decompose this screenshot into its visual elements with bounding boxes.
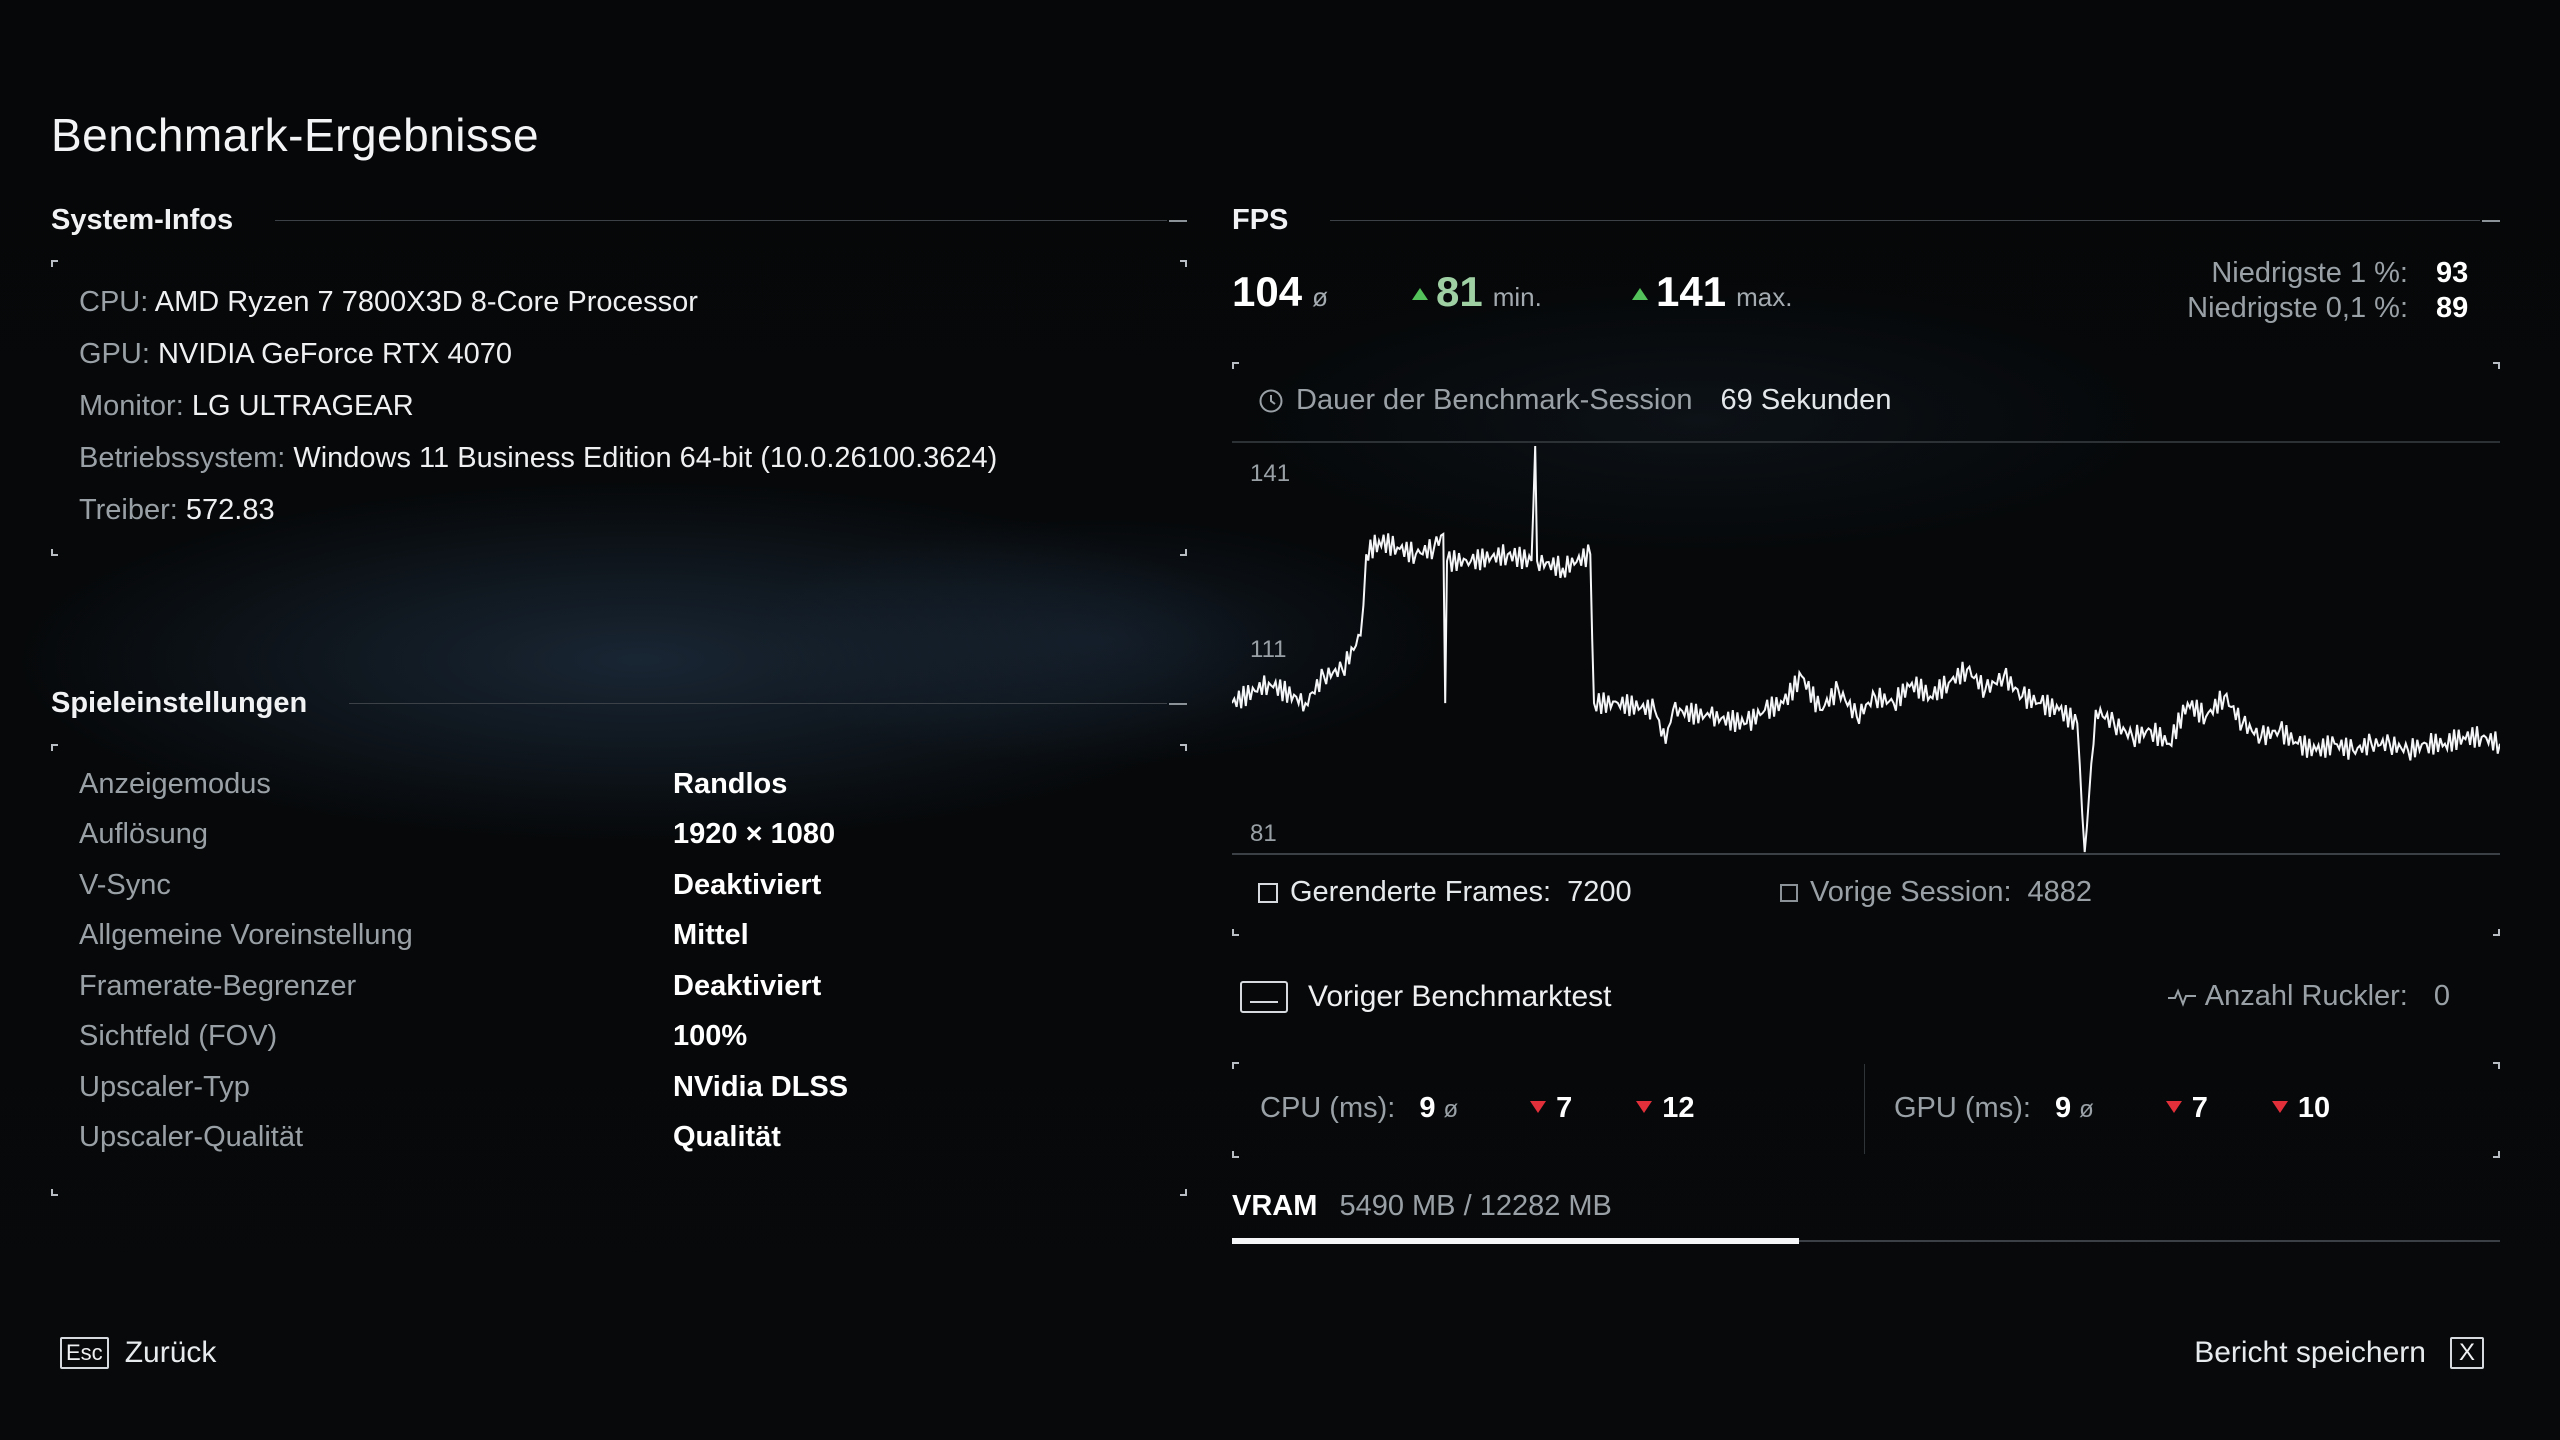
checkbox-icon [1258,882,1278,903]
frame-time-panel [1232,1062,2500,1158]
setting-row: Framerate-Begrenzer Deaktiviert [79,970,822,1002]
setting-row: Sichtfeld (FOV) 100% [79,1020,748,1052]
rendered-frames-toggle[interactable]: Gerenderte Frames: 7200 [1258,876,1632,909]
stutter-value: 0 [2433,980,2450,1012]
down-arrow-icon [1636,1101,1653,1113]
vram-bar-fill [1232,1238,1799,1244]
y-tick-label: 81 [1250,820,1277,847]
save-report-label: Bericht speichern [2194,1336,2426,1369]
average-symbol: ø [2079,1096,2094,1123]
fps-max-value: 141 [1656,268,1727,315]
clock-icon [1259,389,1283,412]
cpu-ms-avg: 9 [1419,1092,1436,1124]
fps-min: 81 min. [1412,268,1542,316]
previous-benchmark-button[interactable]: Voriger Benchmarktest [1240,980,1611,1014]
previous-session-toggle[interactable]: Vorige Session: 4882 [1780,876,2092,909]
fps-max: 141 max. [1632,268,1792,316]
esc-key-icon: Esc [60,1337,109,1369]
average-symbol: ø [1312,282,1328,312]
setting-row: Upscaler-Typ NVidia DLSS [79,1071,849,1103]
pulse-icon [2167,987,2196,1007]
collapse-dash-icon [1169,702,1187,705]
system-info-title: System-Infos [51,204,234,236]
y-tick-label: 141 [1250,460,1290,487]
session-duration-label: Dauer der Benchmark-Session [1296,384,1693,416]
average-symbol: ø [1443,1096,1459,1123]
system-info-panel [51,260,1187,556]
vram-label: VRAM [1232,1190,1318,1222]
fps-chart-panel [1232,362,2500,936]
low01-value: 89 [2436,292,2469,324]
fps-average: 104 ø [1232,268,1328,316]
fps-heading: FPS [1232,204,2500,237]
down-arrow-icon [2271,1101,2288,1113]
save-report-button[interactable]: Bericht speichern X [2194,1336,2484,1370]
checkbox-icon [1780,883,1798,902]
cpu-ms-label: CPU (ms): [1260,1092,1396,1124]
session-duration-value: 69 Sekunden [1720,384,1892,416]
system-info-heading: System-Infos [51,204,1187,237]
session-duration: Dauer der Benchmark-Session 69 Sekunden [1258,384,1891,417]
low1-value: 93 [2436,257,2469,289]
fps-min-unit: min. [1492,282,1542,312]
cpu-frame-time: CPU (ms): 9 ø 7 12 [1260,1092,1695,1125]
gpu-ms-max: 10 [2297,1092,2331,1124]
gpu-ms-min: 7 [2191,1092,2208,1124]
setting-row: V-Sync Deaktiviert [79,869,822,901]
up-arrow-icon [1412,288,1428,300]
page-title: Benchmark-Ergebnisse [51,109,540,161]
gpu-ms-label: GPU (ms): [1894,1092,2031,1124]
fps-min-value: 81 [1436,268,1483,315]
driver-info: Treiber: 572.83 [79,494,275,526]
game-settings-title: Spieleinstellungen [51,687,308,719]
stutter-count: Anzahl Ruckler: 0 [2167,980,2450,1013]
setting-row: Anzeigemodus Randlos [79,768,788,800]
x-key-icon: X [2449,1337,2484,1369]
rendered-frames-label: Gerenderte Frames: [1290,876,1552,908]
low-percentiles: Niedrigste 1 %: 93 Niedrigste 0,1 %: 89 [2187,256,2472,326]
collapse-dash-icon [1169,219,1187,222]
cpu-ms-min: 7 [1556,1092,1573,1124]
game-settings-panel [51,744,1187,1196]
setting-row: Auflösung 1920 × 1080 [79,818,836,850]
previous-benchmark-label: Voriger Benchmarktest [1308,980,1612,1013]
divider [349,703,1167,704]
low1-label: Niedrigste 1 %: [2211,257,2408,289]
keyboard-key-icon [1240,981,1288,1013]
divider [275,220,1167,221]
y-tick-label: 111 [1250,636,1286,663]
cpu-ms-max: 12 [1662,1092,1695,1124]
setting-row: Upscaler-Qualität Qualität [79,1121,781,1153]
up-arrow-icon [1632,288,1648,300]
fps-average-value: 104 [1232,268,1303,315]
vram-value: 5490 MB / 12282 MB [1339,1190,1612,1222]
gpu-info: GPU: NVIDIA GeForce RTX 4070 [79,338,513,370]
previous-session-label: Vorige Session: [1810,876,2012,908]
setting-row: Allgemeine Voreinstellung Mittel [79,919,749,951]
stutter-label: Anzahl Ruckler: [2204,980,2408,1012]
fps-title: FPS [1232,204,1289,236]
back-button[interactable]: Esc Zurück [60,1336,216,1370]
fps-chart: 141 111 81 [1232,441,2500,855]
gpu-frame-time: GPU (ms): 9 ø 7 10 [1894,1092,2330,1125]
divider [1864,1064,1865,1154]
rendered-frames-value: 7200 [1567,876,1632,908]
divider [1330,220,2480,221]
cpu-info: CPU: AMD Ryzen 7 7800X3D 8-Core Processo… [79,286,698,318]
down-arrow-icon [2165,1101,2182,1113]
down-arrow-icon [1530,1101,1547,1113]
monitor-info: Monitor: LG ULTRAGEAR [79,390,414,422]
fps-series-line [1232,445,2500,853]
gpu-ms-avg: 9 [2054,1092,2072,1124]
low01-label: Niedrigste 0,1 %: [2187,292,2408,324]
previous-session-value: 4882 [2027,876,2093,908]
vram-usage: VRAM 5490 MB / 12282 MB [1232,1190,1612,1223]
back-label: Zurück [124,1336,217,1369]
os-info: Betriebssystem: Windows 11 Business Edit… [79,442,998,474]
fps-max-unit: max. [1736,282,1793,312]
collapse-dash-icon [2482,219,2500,222]
vram-bar [1232,1238,2500,1244]
game-settings-heading: Spieleinstellungen [51,687,1187,720]
